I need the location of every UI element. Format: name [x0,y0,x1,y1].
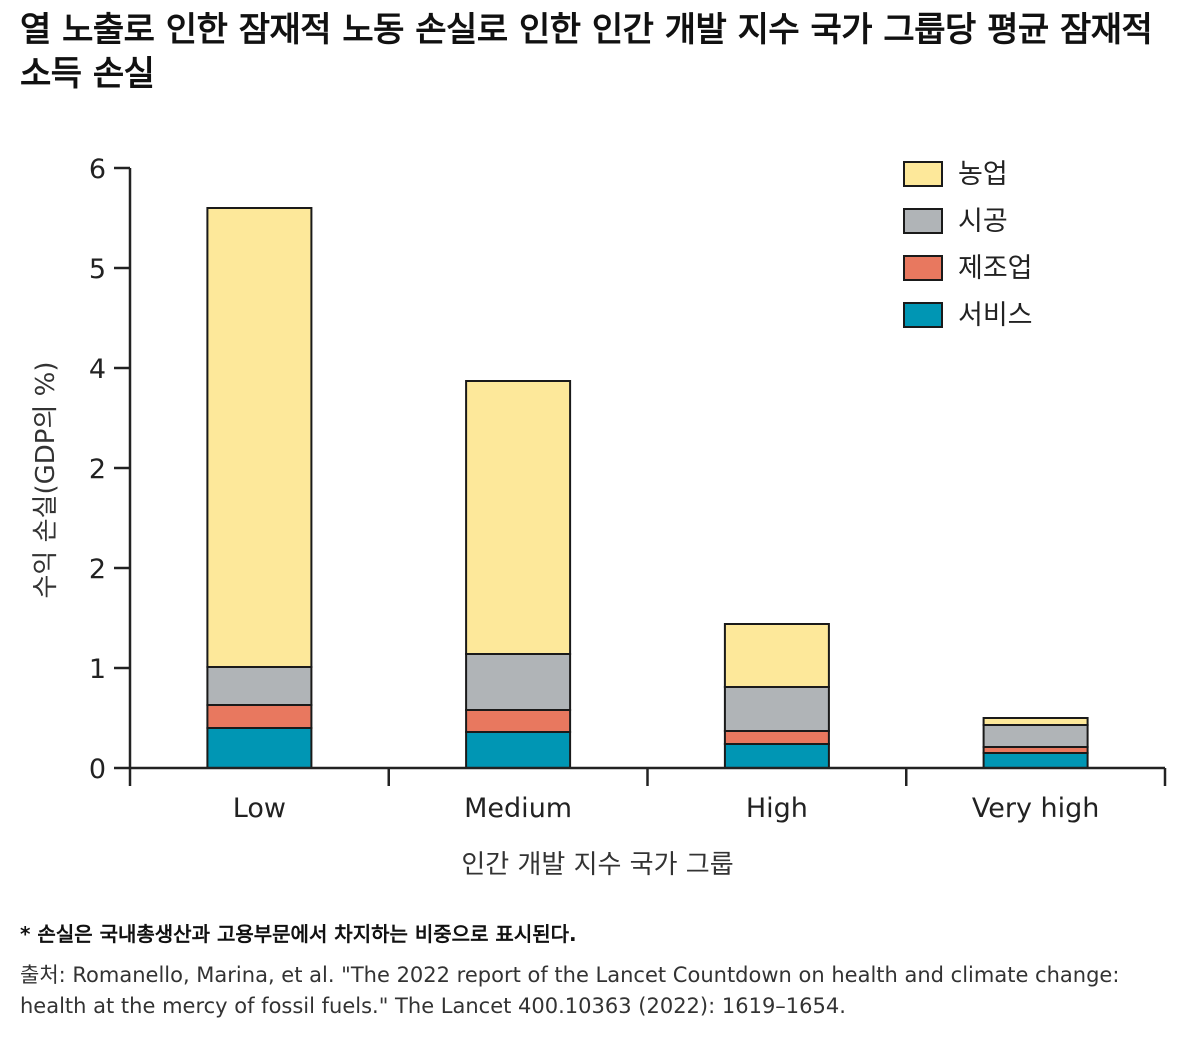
y-axis-title: 수익 손실(GDP의 %) [31,362,61,599]
bars-layer [206,207,1089,769]
bar-low-series-0 [206,727,313,769]
x-category-label: Medium [464,793,572,824]
legend-label: 서비스 [958,300,1033,331]
legend-swatch [903,208,943,234]
y-tick-label: 2 [89,554,106,585]
source-citation: 출처: Romanello, Marina, et al. "The 2022 … [20,963,1120,1018]
bar-very-high-series-3 [982,717,1089,726]
bar-low-series-3 [206,207,313,668]
axes-layer: 0 1 2 2 4 5 6 Low Medium High Very high 인간 개발 지수 국가… [31,154,1167,880]
y-tick-label: 6 [89,154,106,185]
y-tick-label: 2 [89,454,106,485]
x-category-label: Very high [972,793,1100,824]
x-axis-title: 인간 개발 지수 국가 그룹 [461,850,733,880]
footnote: * 손실은 국내총생산과 고용부문에서 차지하는 비중으로 표시된다. [20,922,577,946]
bar-medium-series-2 [465,653,572,711]
legend-label: 제조업 [958,253,1033,284]
y-tick-label: 4 [89,354,106,385]
x-category-label: High [746,793,808,824]
legend-label: 농업 [958,159,1008,190]
bar-very-high-series-2 [982,724,1089,748]
y-tick-label: 0 [89,754,106,785]
bar-high-series-0 [723,743,830,769]
legend-swatch [903,302,943,328]
bar-high-series-1 [723,730,830,745]
chart-title: 열 노출로 인한 잠재적 노동 손실로 인한 인간 개발 지수 국가 그룹당 평… [20,10,1153,94]
bar-low-series-2 [206,666,313,706]
legend-swatch [903,255,943,281]
bar-high-series-3 [723,623,830,688]
y-tick-label: 1 [89,654,106,685]
legend-label: 시공 [958,206,1008,237]
bar-very-high-series-0 [982,752,1089,769]
x-category-label: Low [233,793,286,824]
bar-medium-series-3 [465,380,572,655]
bar-medium-series-1 [465,709,572,733]
legend-swatch [903,161,943,187]
y-tick-label: 5 [89,254,106,285]
bar-high-series-2 [723,686,830,732]
bar-low-series-1 [206,704,313,729]
bar-medium-series-0 [465,731,572,769]
